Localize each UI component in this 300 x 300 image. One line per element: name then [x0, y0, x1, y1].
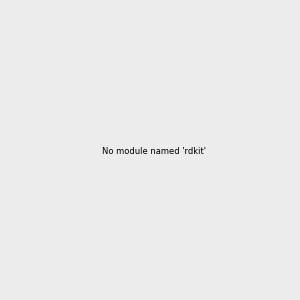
Text: No module named 'rdkit': No module named 'rdkit'	[102, 147, 206, 156]
